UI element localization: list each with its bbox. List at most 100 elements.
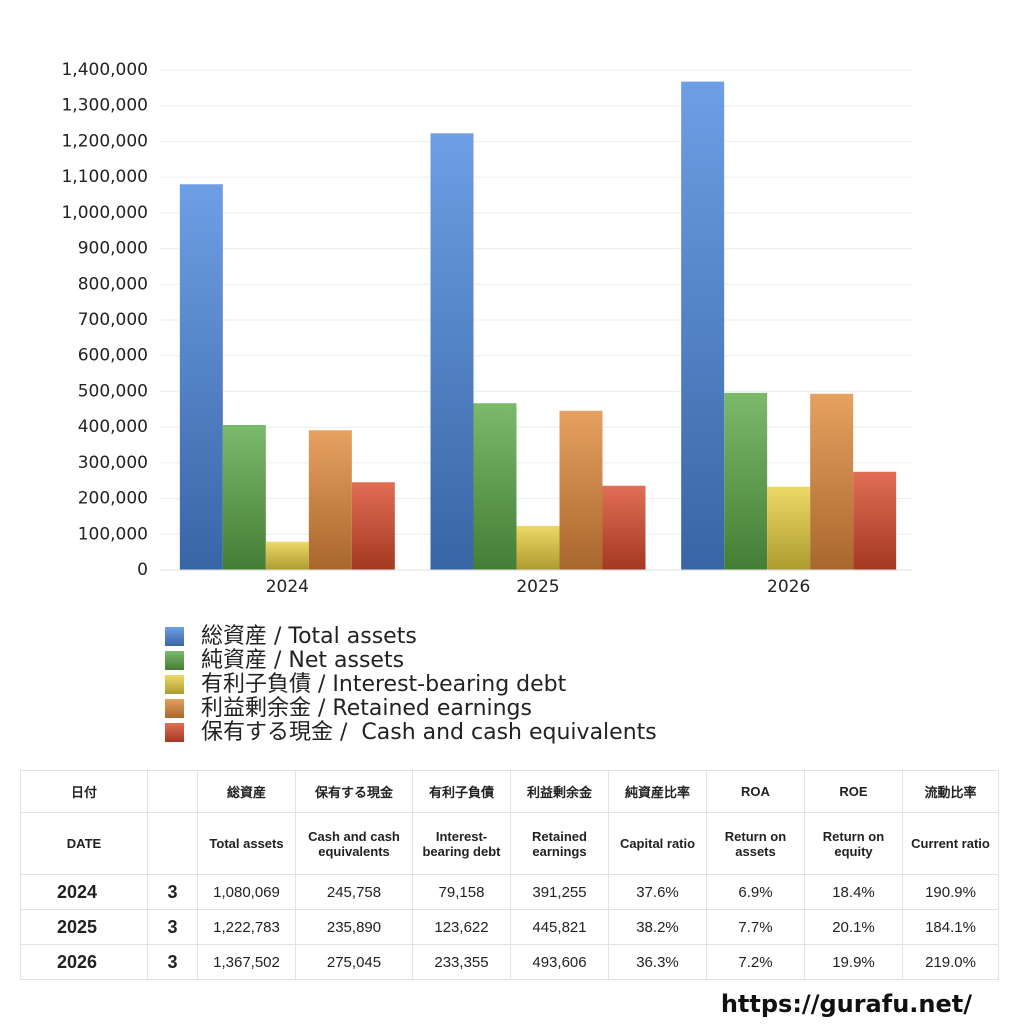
bar <box>308 430 352 570</box>
header-cell: 利益剰余金 <box>510 770 609 813</box>
header-cell: Return on equity <box>804 812 903 875</box>
legend-label: 純資産 / Net assets <box>201 648 404 673</box>
table-cell: 493,606 <box>510 944 609 980</box>
bar <box>810 393 854 570</box>
y-tick-label: 1,400,000 <box>61 60 148 80</box>
table-cell: 1,080,069 <box>197 874 296 910</box>
table-cell: 7.7% <box>706 909 805 945</box>
y-tick-label: 300,000 <box>78 453 148 473</box>
data-table: 日付 総資産 保有する現金 有利子負債 利益剰余金 純資産比率 ROA ROE 流動比率 DATE… <box>20 770 999 980</box>
header-cell: 有利子負債 <box>412 770 511 813</box>
table-cell: 445,821 <box>510 909 609 945</box>
y-tick-label: 1,000,000 <box>61 203 148 223</box>
table-cell: 2024 <box>20 874 148 910</box>
table-cell: 391,255 <box>510 874 609 910</box>
bar <box>516 525 560 570</box>
table-cell: 38.2% <box>608 909 707 945</box>
header-cell: DATE <box>20 812 148 875</box>
y-tick-label: 100,000 <box>78 524 148 544</box>
table-cell: 7.2% <box>706 944 805 980</box>
legend-swatch <box>165 699 184 718</box>
header-cell: Retained earnings <box>510 812 609 875</box>
bar <box>559 410 603 570</box>
y-tick-label: 0 <box>137 560 148 580</box>
y-tick-label: 500,000 <box>78 381 148 401</box>
y-tick-label: 800,000 <box>78 274 148 294</box>
legend-label: 利益剰余金 / Retained earnings <box>201 696 532 721</box>
table-cell: 2025 <box>20 909 148 945</box>
legend-swatch <box>165 675 184 694</box>
bar <box>853 471 897 570</box>
header-cell: 保有する現金 <box>295 770 413 813</box>
header-cell: 総資産 <box>197 770 296 813</box>
bar <box>430 133 474 570</box>
table-cell: 19.9% <box>804 944 903 980</box>
x-tick-label: 2024 <box>266 577 309 597</box>
header-cell: ROE <box>804 770 903 813</box>
table-cell: 219.0% <box>902 944 999 980</box>
y-tick-label: 1,200,000 <box>61 131 148 151</box>
header-cell: Interest-bearing debt <box>412 812 511 875</box>
bar <box>767 486 811 570</box>
bar <box>222 425 266 570</box>
table-row: 2025 3 1,222,783 235,890 123,622 445,821 38.2%… <box>20 909 999 945</box>
table-cell: 18.4% <box>804 874 903 910</box>
table-cell: 123,622 <box>412 909 511 945</box>
table-cell: 245,758 <box>295 874 413 910</box>
table-cell: 37.6% <box>608 874 707 910</box>
header-cell: Total assets <box>197 812 296 875</box>
bar <box>265 541 309 570</box>
legend-label: 有利子負債 / Interest-bearing debt <box>201 672 567 697</box>
table-row: 日付 総資産 保有する現金 有利子負債 利益剰余金 純資産比率 ROA ROE 流動比率 <box>20 770 999 813</box>
bar <box>602 485 646 570</box>
legend-label: 保有する現金 / Cash and cash equivalents <box>201 720 657 745</box>
table-cell: 1,222,783 <box>197 909 296 945</box>
table-cell: 36.3% <box>608 944 707 980</box>
legend-swatch <box>165 723 184 742</box>
bar <box>179 184 223 570</box>
bar <box>473 403 517 570</box>
y-tick-label: 600,000 <box>78 346 148 366</box>
y-tick-label: 1,100,000 <box>61 167 148 187</box>
header-cell: 日付 <box>20 770 148 813</box>
header-cell: Capital ratio <box>608 812 707 875</box>
y-tick-label: 900,000 <box>78 239 148 259</box>
table-row: 2024 3 1,080,069 245,758 79,158 391,255 37.6% 6… <box>20 874 999 910</box>
table-cell: 3 <box>147 874 198 910</box>
y-tick-label: 200,000 <box>78 489 148 509</box>
footer-url: https://gurafu.net/ <box>720 990 972 1018</box>
table-cell: 20.1% <box>804 909 903 945</box>
x-tick-label: 2026 <box>767 577 810 597</box>
header-cell: 純資産比率 <box>608 770 707 813</box>
header-cell <box>147 812 198 875</box>
table-cell: 3 <box>147 909 198 945</box>
table-row: 2026 3 1,367,502 275,045 233,355 493,606 36.3%… <box>20 944 999 980</box>
legend-label: 総資産 / Total assets <box>201 624 417 649</box>
y-tick-label: 400,000 <box>78 417 148 437</box>
table-cell: 79,158 <box>412 874 511 910</box>
chart: 0 100,000 200,000 300,000 400,000 500,000 600,… <box>61 60 912 745</box>
header-cell: 流動比率 <box>902 770 999 813</box>
bar <box>724 392 768 570</box>
table-row: DATE Total assets Cash and cash equivalent… <box>20 812 999 875</box>
table-cell: 275,045 <box>295 944 413 980</box>
table-cell: 233,355 <box>412 944 511 980</box>
header-cell: ROA <box>706 770 805 813</box>
legend-swatch <box>165 627 184 646</box>
table-cell: 3 <box>147 944 198 980</box>
table-cell: 184.1% <box>902 909 999 945</box>
y-tick-label: 1,300,000 <box>61 96 148 116</box>
legend-swatch <box>165 651 184 670</box>
header-cell: Return on assets <box>706 812 805 875</box>
table-cell: 2026 <box>20 944 148 980</box>
y-tick-label: 700,000 <box>78 310 148 330</box>
header-cell: Current ratio <box>902 812 999 875</box>
table-cell: 190.9% <box>902 874 999 910</box>
x-tick-label: 2025 <box>516 577 559 597</box>
bar <box>681 81 725 570</box>
table-cell: 6.9% <box>706 874 805 910</box>
bar <box>351 482 395 570</box>
table-cell: 1,367,502 <box>197 944 296 980</box>
table-cell: 235,890 <box>295 909 413 945</box>
